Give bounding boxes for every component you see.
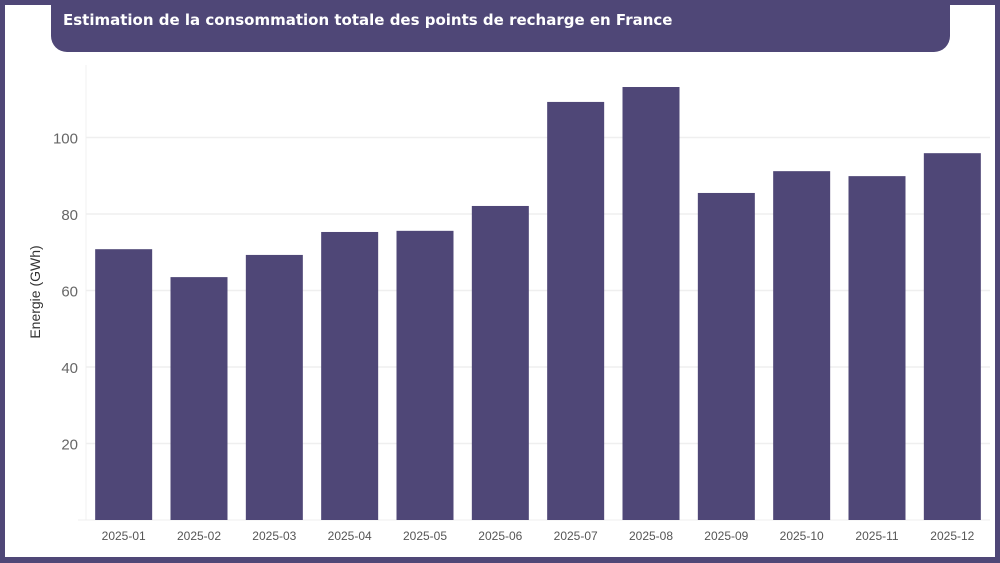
y-axis-label: Energie (GWh) (27, 245, 43, 338)
y-tick-label: 80 (61, 207, 78, 224)
bar (245, 254, 303, 521)
bar (321, 231, 379, 521)
y-tick-label: 40 (61, 360, 78, 377)
bar (95, 249, 153, 520)
y-tick-label: 60 (61, 284, 78, 301)
x-tick-label: 2025-08 (629, 529, 673, 543)
x-tick-label: 2025-07 (554, 529, 598, 543)
x-tick-label: 2025-02 (177, 529, 221, 543)
y-tick-label: 20 (61, 437, 78, 454)
x-tick-label: 2025-04 (328, 529, 372, 543)
bar (773, 171, 831, 520)
bar (396, 230, 454, 520)
y-tick-label: 100 (53, 131, 78, 148)
x-tick-label: 2025-03 (252, 529, 296, 543)
x-tick-label: 2025-06 (478, 529, 522, 543)
chart-title: Estimation de la consommation totale des… (63, 11, 673, 29)
bar (471, 205, 529, 520)
bar (170, 277, 228, 520)
title-bar: Estimation de la consommation totale des… (51, 0, 950, 52)
bar (848, 176, 906, 520)
x-tick-label: 2025-01 (102, 529, 146, 543)
x-tick-label: 2025-11 (855, 529, 898, 543)
x-tick-label: 2025-09 (704, 529, 748, 543)
bar (622, 87, 680, 520)
x-tick-label: 2025-10 (780, 529, 824, 543)
bar (923, 153, 981, 520)
bar (547, 101, 605, 521)
x-tick-label: 2025-05 (403, 529, 447, 543)
bar (697, 192, 755, 520)
x-tick-label: 2025-12 (930, 529, 974, 543)
